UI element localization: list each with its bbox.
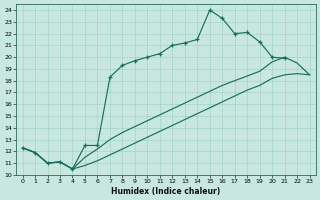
X-axis label: Humidex (Indice chaleur): Humidex (Indice chaleur) — [111, 187, 221, 196]
